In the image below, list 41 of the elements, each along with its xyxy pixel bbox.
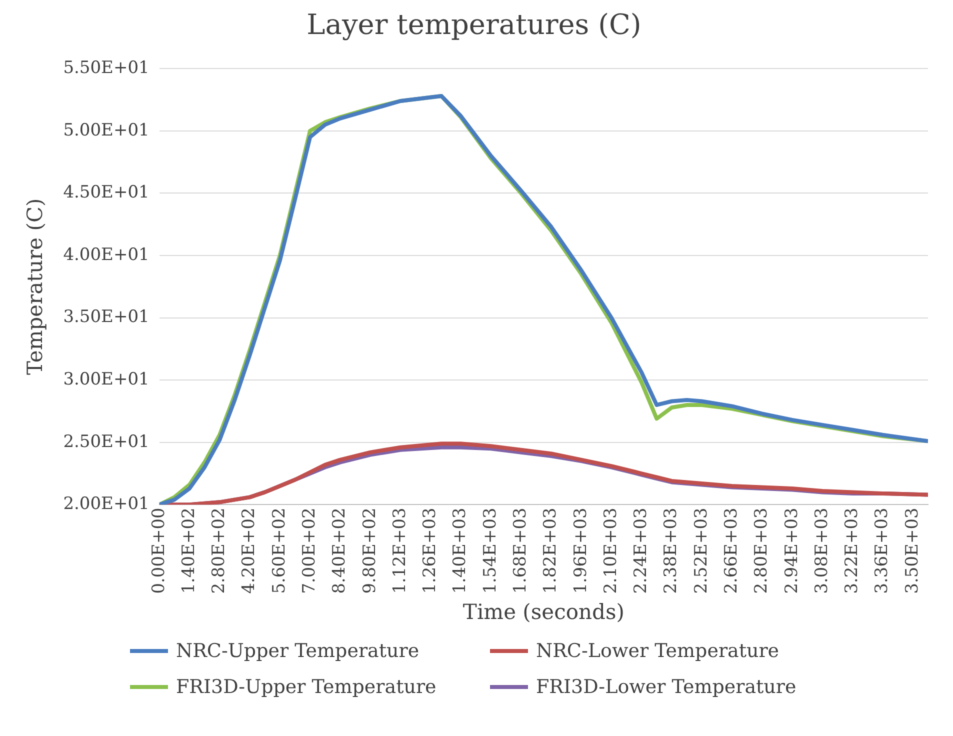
- y-tick-label: 5.50E+01: [63, 58, 150, 78]
- y-tick-label: 2.50E+01: [63, 432, 150, 452]
- x-tick-label: 2.24E+03: [631, 508, 652, 594]
- legend-label: FRI3D-Lower Temperature: [536, 676, 796, 698]
- y-tick-label: 4.50E+01: [63, 182, 150, 203]
- x-tick-label: 2.38E+03: [661, 508, 682, 594]
- x-tick-label: 2.80E+03: [752, 508, 772, 594]
- x-tick-label: 1.96E+03: [570, 508, 591, 594]
- x-tick-label: 3.50E+03: [902, 508, 922, 594]
- x-axis-title: Time (seconds): [462, 600, 624, 624]
- x-tick-label: 1.54E+03: [480, 508, 500, 594]
- x-tick-label: 1.40E+02: [178, 508, 199, 594]
- legend-label: FRI3D-Upper Temperature: [176, 676, 436, 698]
- y-tick-label: 4.00E+01: [63, 244, 150, 265]
- y-tick-label: 2.00E+01: [63, 494, 150, 514]
- legend-label: NRC-Upper Temperature: [176, 640, 420, 662]
- x-tick-label: 3.36E+03: [872, 508, 892, 594]
- x-tick-label: 2.66E+03: [721, 508, 742, 594]
- x-tick-label: 2.94E+03: [782, 508, 802, 594]
- chart-title: Layer temperatures (C): [306, 8, 642, 42]
- legend-label: NRC-Lower Temperature: [536, 640, 780, 662]
- x-tick-label: 0.00E+00: [148, 508, 169, 594]
- x-tick-label: 1.68E+03: [510, 508, 530, 594]
- x-tick-label: 4.20E+02: [239, 508, 260, 594]
- y-tick-label: 3.00E+01: [63, 369, 150, 390]
- x-tick-label: 7.00E+02: [299, 508, 320, 594]
- y-axis-title: Temperature (C): [23, 198, 48, 375]
- x-tick-label: 5.60E+02: [269, 508, 290, 594]
- x-tick-label: 1.82E+03: [540, 508, 561, 594]
- x-tick-label: 1.12E+03: [390, 508, 410, 594]
- y-tick-label: 5.00E+01: [63, 120, 150, 140]
- x-tick-label: 3.08E+03: [812, 508, 832, 594]
- x-tick-label: 8.40E+02: [330, 508, 350, 594]
- x-tick-label: 3.22E+03: [842, 508, 862, 594]
- x-tick-label: 1.26E+03: [420, 508, 440, 594]
- x-tick-label: 2.80E+02: [209, 508, 230, 594]
- x-tick-label: 9.80E+02: [360, 508, 380, 594]
- x-tick-label: 2.10E+03: [600, 508, 621, 594]
- x-tick-label: 1.40E+03: [450, 508, 470, 594]
- y-tick-label: 3.50E+01: [63, 307, 150, 328]
- x-tick-label: 2.52E+03: [691, 508, 712, 594]
